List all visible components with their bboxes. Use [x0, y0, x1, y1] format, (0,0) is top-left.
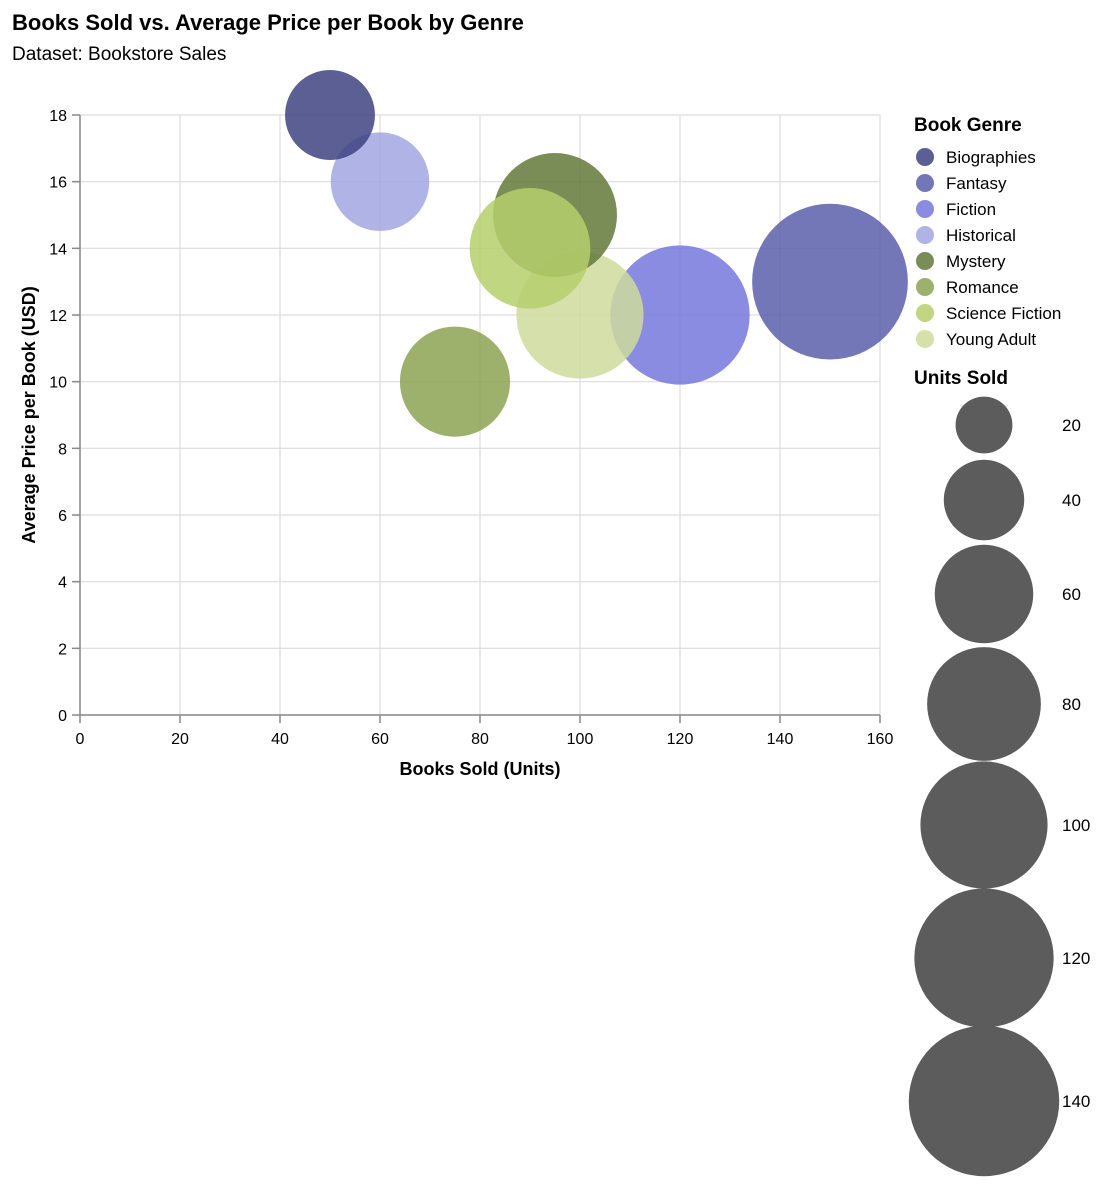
size-legend-item: 40 [943, 459, 1081, 541]
x-tick-label: 80 [471, 731, 489, 748]
chart-title: Books Sold vs. Average Price per Book by… [12, 10, 524, 35]
legend-label: Science Fiction [946, 304, 1061, 323]
y-tick-label: 18 [49, 108, 67, 125]
size-legend-circle [920, 761, 1048, 889]
y-tick-label: 0 [58, 708, 67, 725]
color-legend-title: Book Genre [914, 115, 1022, 136]
legend-item-romance: Romance [916, 278, 1019, 297]
legend-swatch [916, 330, 934, 348]
legend-item-young-adult: Young Adult [916, 330, 1036, 349]
bubble-biographies [285, 70, 375, 160]
axes: 0 20 40 60 80 100 120 140 160 0 2 4 6 8 10 12 14 16 18 [49, 108, 893, 748]
x-tick-label: 60 [371, 731, 389, 748]
x-tick-label: 40 [271, 731, 289, 748]
legend-label: Biographies [946, 148, 1036, 167]
legend-label: Historical [946, 226, 1016, 245]
size-legend-item: 100 [920, 761, 1090, 889]
legend-label: Fiction [946, 200, 996, 219]
legend-item-fantasy: Fantasy [916, 174, 1007, 193]
size-legend-label: 140 [1062, 1092, 1090, 1111]
y-tick-label: 6 [58, 508, 67, 525]
legend-swatch [916, 226, 934, 244]
legend-label: Romance [946, 278, 1019, 297]
size-legend-title: Units Sold [914, 368, 1008, 389]
legend-item-science-fiction: Science Fiction [916, 304, 1061, 323]
data-points [285, 70, 908, 437]
legend-label: Young Adult [946, 330, 1036, 349]
size-legend-label: 40 [1062, 491, 1081, 510]
legend-label: Fantasy [946, 174, 1007, 193]
legend-item-biographies: Biographies [916, 148, 1036, 167]
y-tick-label: 16 [49, 175, 67, 192]
y-tick-label: 10 [49, 375, 67, 392]
x-axis-title: Books Sold (Units) [400, 759, 561, 779]
size-legend-circle [934, 544, 1034, 644]
x-tick-label: 100 [567, 731, 594, 748]
legend-label: Mystery [946, 252, 1006, 271]
y-tick-label: 2 [58, 641, 67, 658]
x-tick-label: 20 [171, 731, 189, 748]
legend-swatch [916, 174, 934, 192]
size-legend-item: 140 [908, 1025, 1090, 1177]
bubble-fiction [610, 245, 750, 385]
legend-swatch [916, 200, 934, 218]
size-legend-items: 20 40 60 80 100 120 140 [908, 396, 1090, 1177]
size-legend-circle [908, 1025, 1060, 1177]
legend-item-historical: Historical [916, 226, 1016, 245]
legend-swatch [916, 252, 934, 270]
size-legend-circle [955, 396, 1013, 454]
size-legend-label: 120 [1062, 949, 1090, 968]
color-legend-items: Biographies Fantasy Fiction Historical Myste… [916, 148, 1061, 349]
legend-swatch [916, 304, 934, 322]
bubble-romance [399, 326, 511, 437]
size-legend-label: 80 [1062, 695, 1081, 714]
y-axis-title: Average Price per Book (USD) [19, 286, 39, 543]
size-legend-item: 80 [927, 647, 1081, 761]
x-tick-label: 120 [667, 731, 694, 748]
bubble-fantasy [752, 203, 908, 360]
size-legend-circle [927, 647, 1041, 761]
legend-item-mystery: Mystery [916, 252, 1006, 271]
x-tick-label: 140 [767, 731, 794, 748]
size-legend-item: 20 [955, 396, 1081, 454]
y-tick-label: 8 [58, 441, 67, 458]
x-tick-label: 160 [867, 731, 894, 748]
legend-item-fiction: Fiction [916, 200, 996, 219]
bubble-science-fiction [469, 188, 591, 309]
chart-subtitle: Dataset: Bookstore Sales [12, 44, 226, 65]
size-legend-circle [943, 459, 1025, 541]
size-legend-circle [914, 888, 1054, 1028]
y-tick-label: 14 [49, 241, 67, 258]
size-legend-label: 100 [1062, 816, 1090, 835]
size-legend-label: 60 [1062, 585, 1081, 604]
legend-swatch [916, 278, 934, 296]
legend-swatch [916, 148, 934, 166]
size-legend-item: 120 [914, 888, 1090, 1028]
size-legend-label: 20 [1062, 416, 1081, 435]
x-tick-label: 0 [76, 731, 85, 748]
y-tick-label: 4 [58, 575, 67, 592]
legend: Book Genre Biographies Fantasy Fiction Hist… [908, 115, 1090, 1177]
y-tick-label: 12 [49, 308, 67, 325]
size-legend-item: 60 [934, 544, 1081, 644]
bubble-historical [330, 132, 430, 231]
